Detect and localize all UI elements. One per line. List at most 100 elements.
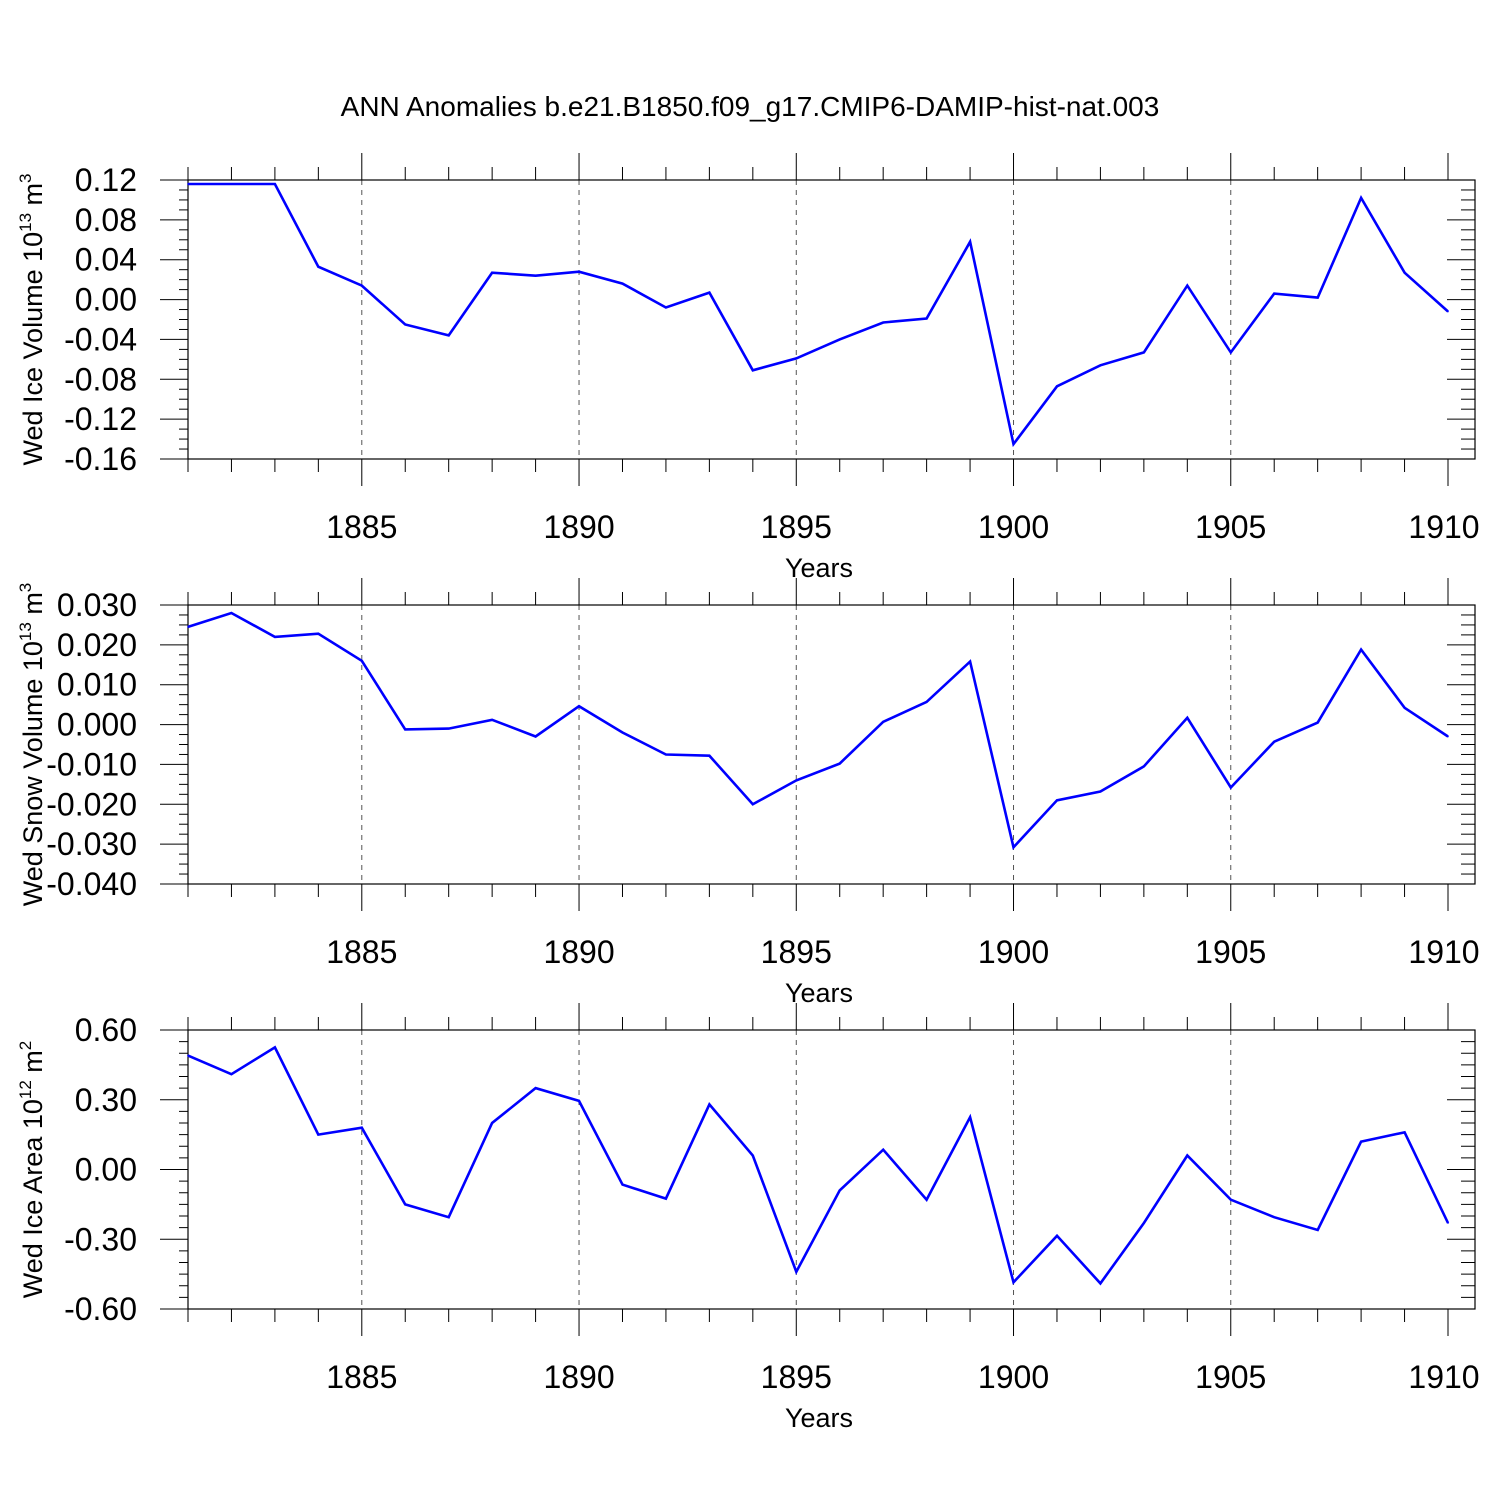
data-point [882,321,884,324]
data-point [578,705,580,708]
y-axis-label: Wed Ice Volume 1013 m3 [16,173,48,465]
x-tick-label: 1910 [1408,934,1479,970]
y-tick-label: -0.12 [64,401,137,437]
data-point [1403,707,1406,709]
data-point [752,369,754,372]
x-axis-label: Years [785,978,853,1008]
data-point [1360,197,1362,199]
data-point [708,291,711,294]
data-point [534,1087,537,1089]
x-tick-label: 1885 [326,509,397,545]
data-point [708,754,711,757]
data-point [1360,1140,1362,1143]
data-point [1403,271,1406,274]
data-point [1229,1198,1232,1201]
x-tick-label: 1905 [1195,1359,1266,1395]
x-tick-label: 1900 [978,509,1049,545]
data-point [1143,1222,1145,1224]
y-tick-label: -0.04 [64,321,137,357]
series-line [187,611,1449,850]
x-axis-label: Years [785,1403,853,1433]
data-point [578,1100,580,1102]
data-point [317,1133,320,1136]
series-line [188,182,1449,448]
data-point [708,1103,711,1106]
plot-frame [187,1029,1476,1310]
x-tick-label: 1910 [1408,509,1479,545]
data-point [1273,1216,1276,1218]
data-point [230,183,233,185]
data-point [1186,1154,1189,1157]
data-point [621,731,624,734]
x-tick-label: 1890 [543,934,614,970]
data-point [1056,799,1058,802]
y-tick-label: -0.010 [46,746,137,782]
data-point [447,334,450,337]
data-point [1316,1229,1319,1231]
x-tick-label: 1900 [978,1359,1049,1395]
data-point [1143,765,1145,768]
data-point [1186,716,1189,719]
data-point [969,240,971,243]
data-point [795,1271,798,1273]
data-point [491,718,493,721]
x-tick-label: 1905 [1195,509,1266,545]
data-point [274,183,276,185]
plot-frame [187,604,1476,885]
data-point [1186,284,1189,287]
y-axis-label: Wed Snow Volume 1013 m3 [16,583,48,907]
y-tick-label: 0.30 [75,1082,137,1118]
data-point [795,357,798,360]
data-point [1316,296,1319,299]
data-point [1099,790,1102,793]
x-tick-label: 1895 [761,934,832,970]
data-point [665,306,667,309]
data-point [1447,1222,1449,1224]
x-axis-label: Years [785,553,853,583]
data-point [1012,846,1015,849]
panel-1: 0.12 0.08 0.04 0.00-0.04 -0.08 -0.12 -0.16 1885… [16,153,1480,583]
y-tick-label: -0.60 [64,1291,137,1327]
y-tick-label: -0.040 [46,866,137,902]
y-tick-label: 0.08 [75,202,137,238]
data-point [491,1122,493,1124]
figure-title: ANN Anomalies b.e21.B1850.f09_g17.CMIP6-… [341,91,1160,122]
data-point [1403,1131,1406,1134]
data-point [621,1183,624,1186]
data-point [187,626,189,628]
data-point [838,762,841,765]
data-point [187,1054,189,1057]
data-point [404,323,407,326]
data-point [360,284,363,287]
x-tick-label: 1885 [326,934,397,970]
data-point [360,1126,363,1129]
y-tick-label: -0.30 [64,1221,137,1257]
data-point [665,1197,667,1200]
y-tick-label: 0.00 [75,1152,137,1188]
data-point [1056,385,1058,388]
data-point [1143,351,1145,354]
data-point [1447,310,1449,313]
panel-3: 0.60 0.30 0.00 -0.30 -0.60 1885 1890 1895 1900 19… [16,1003,1480,1433]
data-point [1099,1282,1102,1285]
data-point [404,1203,407,1206]
data-point [752,803,754,806]
data-point [882,1148,884,1151]
data-point [621,282,624,285]
panels-group: 0.120.080.040.00-0.04-0.08-0.12-0.161885… [16,153,1480,1433]
x-tick-label: 1890 [543,509,614,545]
panel-2: 0.030 0.020 0.010 0.000-0.010 -0.020 -0.030 -0… [16,578,1480,1008]
y-tick-label: 0.010 [57,667,137,703]
y-tick-label: 0.60 [75,1012,137,1048]
y-tick-label: 0.030 [57,587,137,623]
y-tick-label: -0.030 [46,826,137,862]
data-point [838,338,841,341]
data-point [1360,648,1362,651]
data-point [187,183,189,185]
y-tick-label: -0.020 [46,786,137,822]
data-point [795,779,798,782]
y-axis-label: Wed Ice Area 1012 m2 [16,1041,48,1299]
data-point [534,274,537,277]
data-point [274,636,276,638]
data-point [752,1154,754,1157]
